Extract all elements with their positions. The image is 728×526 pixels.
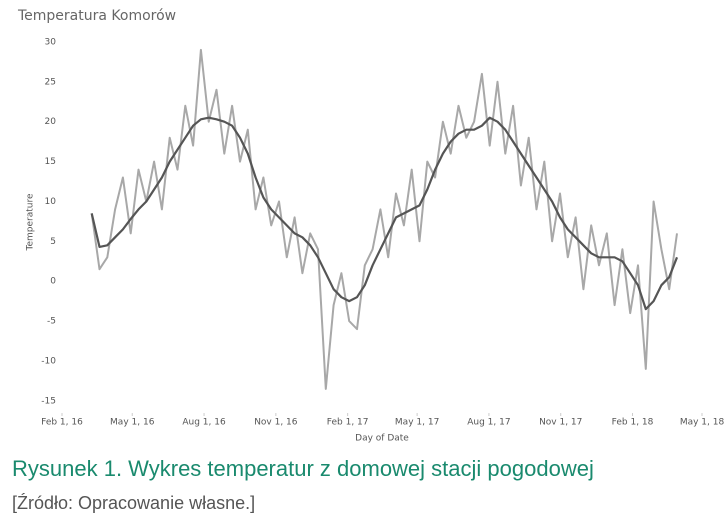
y-tick-label: 30: [45, 37, 57, 47]
data-line: [90, 48, 678, 390]
caption-title: Rysunek 1. Wykres temperatur z domowej s…: [12, 456, 594, 481]
y-tick-label: 20: [45, 117, 57, 127]
x-tick-label: Nov 1, 16: [254, 418, 298, 428]
y-tick-label: -15: [41, 396, 56, 406]
x-tick-label: May 1, 17: [395, 418, 439, 428]
chart: Temperatura Komorów Day of Date Temperat…: [17, 8, 725, 444]
x-tick-label: Feb 1, 18: [612, 418, 654, 428]
x-tick-label: May 1, 18: [680, 418, 725, 428]
x-tick-label: Feb 1, 17: [327, 418, 369, 428]
x-tick-label: May 1, 16: [110, 418, 155, 428]
x-tick-label: Aug 1, 16: [182, 418, 226, 428]
x-tick-label: Feb 1, 16: [41, 418, 83, 428]
caption-source: [Źródło: Opracowanie własne.]: [12, 493, 256, 513]
y-tick-label: 15: [45, 157, 56, 167]
data-line: [90, 116, 679, 311]
y-tick-label: 0: [50, 277, 56, 287]
y-tick-label: 10: [45, 197, 57, 207]
y-tick-label: -5: [47, 317, 56, 327]
chart-title: Temperatura Komorów: [17, 8, 176, 24]
caption: Rysunek 1. Wykres temperatur z domowej s…: [12, 452, 612, 520]
y-tick-label: 25: [45, 77, 56, 87]
y-axis-label: Temperature: [26, 193, 36, 251]
y-tick-label: 5: [50, 237, 56, 247]
x-tick-label: Nov 1, 17: [539, 418, 582, 428]
x-axis-label: Day of Date: [355, 434, 409, 444]
y-tick-label: -10: [41, 356, 56, 366]
x-tick-label: Aug 1, 17: [467, 418, 510, 428]
